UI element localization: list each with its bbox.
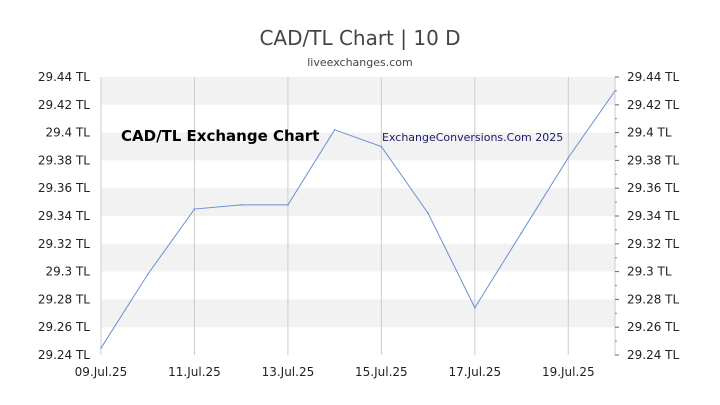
grid-band (101, 188, 615, 216)
grid-band (101, 299, 615, 328)
series-line (100, 90, 616, 349)
y-tick-label-right: 29.38 TL (627, 153, 679, 167)
y-tick-label-left: 29.24 TL (38, 348, 90, 362)
y-tick-label-left: 29.26 TL (38, 320, 90, 334)
y-tick-label-left: 29.44 TL (38, 70, 90, 84)
grid-band (101, 243, 615, 272)
y-tick-label-left: 29.3 TL (45, 265, 90, 279)
chart-annotation-left: CAD/TL Exchange Chart (121, 127, 319, 145)
y-tick-label-left: 29.28 TL (38, 292, 90, 306)
y-tick-label-left: 29.4 TL (45, 126, 90, 140)
data-point (474, 306, 476, 309)
data-point (427, 212, 429, 215)
data-point (614, 90, 616, 92)
x-tick-label: 19.Jul.25 (542, 365, 595, 379)
y-tick-label-right: 29.34 TL (627, 209, 679, 223)
y-tick-label-left: 29.42 TL (38, 98, 90, 112)
y-tick-label-right: 29.36 TL (627, 181, 679, 195)
data-point (333, 129, 336, 131)
x-tick-label: 17.Jul.25 (448, 365, 501, 379)
data-point (240, 204, 242, 206)
y-tick-label-right: 29.32 TL (627, 237, 679, 251)
data-point (100, 347, 102, 349)
y-tick-label-right: 29.28 TL (627, 292, 679, 306)
grid-band (101, 77, 615, 105)
y-tick-label-right: 29.24 TL (627, 348, 679, 362)
y-tick-label-right: 29.42 TL (627, 98, 679, 112)
data-point (287, 204, 289, 206)
chart-title: CAD/TL Chart | 10 D (259, 26, 461, 50)
y-tick-label-right: 29.4 TL (627, 126, 672, 140)
y-tick-label-right: 29.44 TL (627, 70, 679, 84)
grid-band (101, 132, 615, 161)
x-tick-label: 11.Jul.25 (168, 365, 221, 379)
chart-subtitle: liveexchanges.com (307, 56, 413, 69)
y-tick-label-left: 29.32 TL (38, 237, 90, 251)
y-tick-label-right: 29.3 TL (627, 265, 672, 279)
y-tick-label-left: 29.36 TL (38, 181, 90, 195)
chart-annotation-right: ExchangeConversions.Com 2025 (382, 131, 563, 144)
y-tick-label-left: 29.38 TL (38, 153, 90, 167)
data-point (567, 156, 570, 159)
x-tick-label: 15.Jul.25 (355, 365, 408, 379)
data-point (193, 208, 196, 210)
y-tick-label-left: 29.34 TL (38, 209, 90, 223)
data-point (146, 273, 149, 276)
x-tick-label: 09.Jul.25 (75, 365, 128, 379)
x-tick-label: 13.Jul.25 (262, 365, 315, 379)
y-tick-label-right: 29.26 TL (627, 320, 679, 334)
data-point (380, 145, 383, 148)
data-point (520, 231, 523, 234)
